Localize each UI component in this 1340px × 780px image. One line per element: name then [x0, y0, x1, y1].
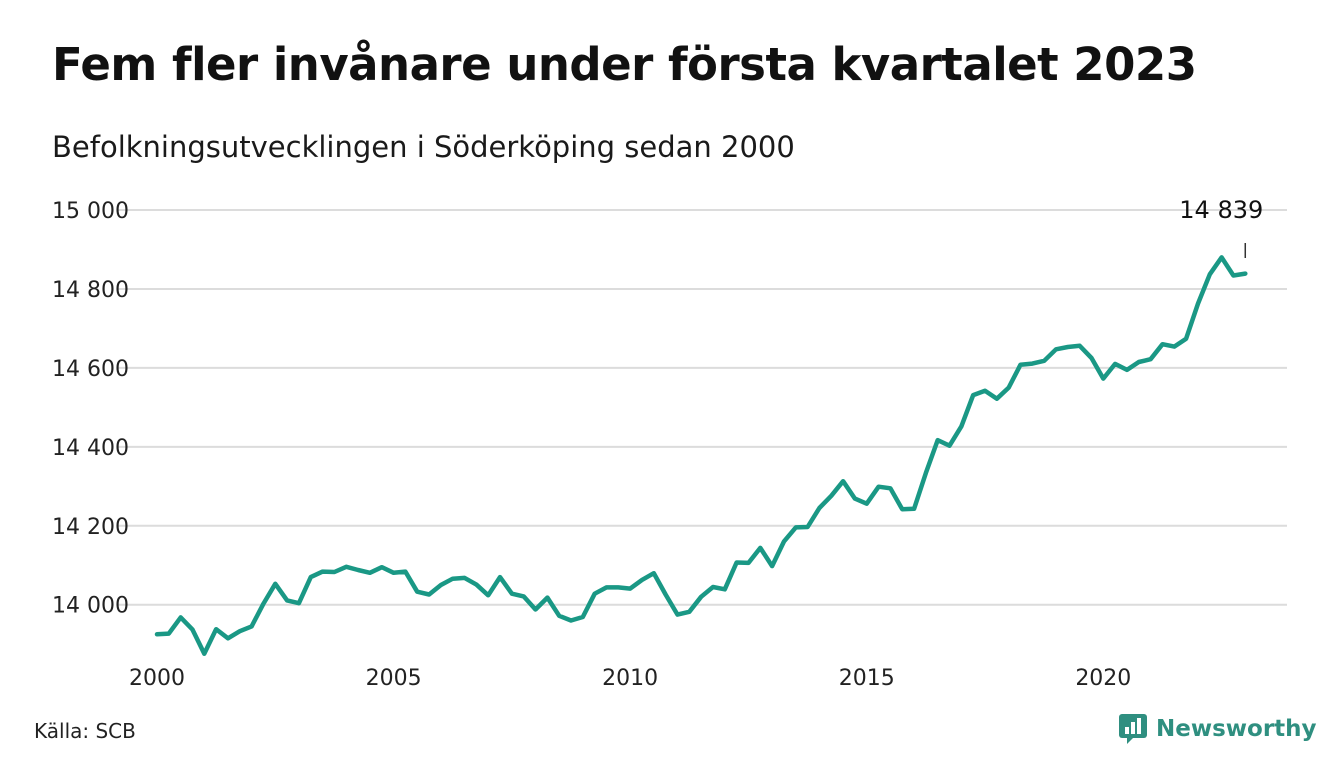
x-tick-label: 2020	[1075, 666, 1131, 691]
y-tick-label: 14 600	[52, 357, 129, 382]
source-note: Källa: SCB	[34, 719, 136, 743]
y-tick-label: 14 800	[52, 278, 129, 303]
x-tick-label: 2010	[602, 666, 658, 691]
y-tick-label: 14 200	[52, 515, 129, 540]
y-tick-label: 14 400	[52, 436, 129, 461]
newsworthy-logo-icon	[1119, 714, 1147, 744]
brand-name: Newsworthy	[1156, 716, 1317, 742]
last-value-label: 14 839	[1179, 196, 1263, 224]
y-tick-label: 15 000	[52, 199, 129, 224]
chart-subtitle: Befolkningsutvecklingen i Söderköping se…	[52, 130, 795, 164]
brand-logo: Newsworthy	[1118, 713, 1317, 745]
x-tick-label: 2005	[366, 666, 422, 691]
x-tick-label: 2000	[129, 666, 185, 691]
chart-title: Fem fler invånare under första kvartalet…	[52, 38, 1197, 91]
line-chart: 14 000 14 200 14 400 14 600 14 800 15 000 2000…	[52, 196, 1287, 691]
x-tick-label: 2015	[839, 666, 895, 691]
series-line	[154, 255, 1248, 656]
y-tick-label: 14 000	[52, 594, 129, 619]
